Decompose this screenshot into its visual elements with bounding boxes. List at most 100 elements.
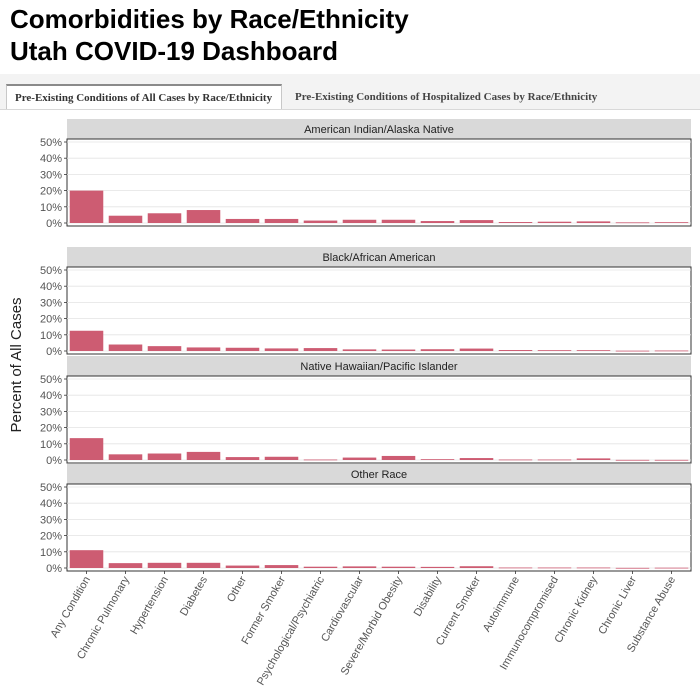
- x-tick-label: Cardiovascular: [319, 574, 366, 644]
- x-tick-label: Autoimmune: [481, 575, 522, 634]
- bar: [147, 346, 182, 351]
- y-tick-label: 20%: [40, 531, 62, 543]
- x-tick-label: Other: [225, 574, 249, 604]
- panel-strip: [67, 119, 691, 139]
- panel-plot-area: [66, 138, 692, 227]
- bar: [498, 567, 533, 569]
- bar: [576, 567, 611, 569]
- panel-plot-area: [66, 483, 692, 572]
- panel-0: American Indian/Alaska Native 0% 10% 20% 30%…: [40, 119, 692, 230]
- bar: [147, 453, 182, 460]
- bar: [615, 567, 650, 569]
- bar: [459, 220, 494, 223]
- y-tick-label: 10%: [40, 330, 62, 342]
- bar: [264, 456, 299, 460]
- y-tick-label: 40%: [40, 281, 62, 293]
- bar: [498, 222, 533, 223]
- y-tick-label: 30%: [40, 169, 62, 181]
- bar: [69, 550, 104, 568]
- bar: [69, 330, 104, 351]
- y-tick-label: 20%: [40, 314, 62, 326]
- bar: [303, 220, 338, 223]
- bar: [108, 563, 143, 568]
- y-tick-label: 0%: [46, 218, 62, 230]
- bar: [459, 458, 494, 460]
- bar: [576, 458, 611, 460]
- bar: [264, 565, 299, 568]
- y-tick-label: 10%: [40, 202, 62, 214]
- x-tick-label: Hypertension: [128, 575, 171, 637]
- comorbidity-chart: Percent of All Cases American Indian/Ala…: [8, 119, 692, 687]
- panel-2: Native Hawaiian/Pacific Islander 0% 10% 20%…: [40, 356, 692, 467]
- bar: [537, 221, 572, 223]
- x-tick-label: Chronic Liver: [596, 574, 639, 636]
- bar: [108, 454, 143, 460]
- tab-all-cases[interactable]: Pre-Existing Conditions of All Cases by …: [6, 84, 282, 110]
- panel-title: Native Hawaiian/Pacific Islander: [300, 361, 457, 373]
- bar: [69, 190, 104, 223]
- panel-title: Other Race: [351, 469, 407, 481]
- y-tick-label: 30%: [40, 297, 62, 309]
- panel-strip: [67, 356, 691, 376]
- tab-hospitalized-cases[interactable]: Pre-Existing Conditions of Hospitalized …: [295, 91, 598, 103]
- bar: [537, 459, 572, 461]
- bar: [576, 221, 611, 223]
- y-tick-label: 50%: [40, 265, 62, 277]
- bar: [108, 215, 143, 223]
- bar: [420, 221, 455, 223]
- bar: [108, 344, 143, 351]
- bar: [342, 219, 377, 223]
- y-tick-label: 10%: [40, 547, 62, 559]
- bar: [303, 566, 338, 568]
- bar: [186, 210, 221, 223]
- tab-divider: [0, 109, 700, 110]
- panel-1: Black/African American 0% 10% 20% 30% 40% 50%: [40, 247, 692, 358]
- dashboard-subtitle: Utah COVID-19 Dashboard: [10, 36, 338, 66]
- bar: [420, 459, 455, 460]
- bar: [147, 562, 182, 568]
- panel-title: American Indian/Alaska Native: [304, 124, 454, 136]
- y-tick-label: 10%: [40, 439, 62, 451]
- y-tick-label: 20%: [40, 423, 62, 435]
- y-tick-label: 0%: [46, 455, 62, 467]
- bar: [264, 218, 299, 223]
- bar: [576, 350, 611, 351]
- bar: [264, 348, 299, 351]
- bar: [654, 222, 689, 223]
- y-tick-label: 50%: [40, 482, 62, 494]
- x-tick-label: Diabetes: [178, 574, 210, 618]
- bar: [381, 219, 416, 223]
- panel-strip: [67, 464, 691, 484]
- bar: [225, 347, 260, 351]
- bar: [342, 457, 377, 460]
- panel-plot-area: [66, 266, 692, 355]
- bar: [537, 350, 572, 351]
- bar: [147, 213, 182, 223]
- bar: [186, 562, 221, 568]
- y-axis-label: Percent of All Cases: [8, 297, 25, 432]
- y-tick-label: 40%: [40, 153, 62, 165]
- bar: [654, 350, 689, 352]
- bar: [654, 567, 689, 569]
- bar: [186, 451, 221, 460]
- bar: [225, 565, 260, 568]
- bar: [615, 222, 650, 224]
- bar: [381, 349, 416, 351]
- dashboard-title: Comorbidities by Race/Ethnicity: [10, 4, 409, 34]
- panel-title: Black/African American: [322, 252, 435, 264]
- bar: [459, 348, 494, 351]
- bar: [459, 566, 494, 568]
- x-tick-label: Any Condition: [48, 575, 93, 640]
- bar: [186, 347, 221, 351]
- panel-plot-area: [66, 375, 692, 464]
- panel-3: Other Race 0% 10% 20% 30% 40% 50%: [40, 464, 692, 575]
- bar: [654, 459, 689, 461]
- bar: [225, 457, 260, 460]
- bar: [303, 459, 338, 461]
- x-tick-label: Disability: [412, 574, 445, 619]
- y-tick-label: 40%: [40, 390, 62, 402]
- bar: [342, 566, 377, 568]
- bar: [615, 459, 650, 461]
- y-tick-label: 50%: [40, 137, 62, 149]
- y-tick-label: 20%: [40, 186, 62, 198]
